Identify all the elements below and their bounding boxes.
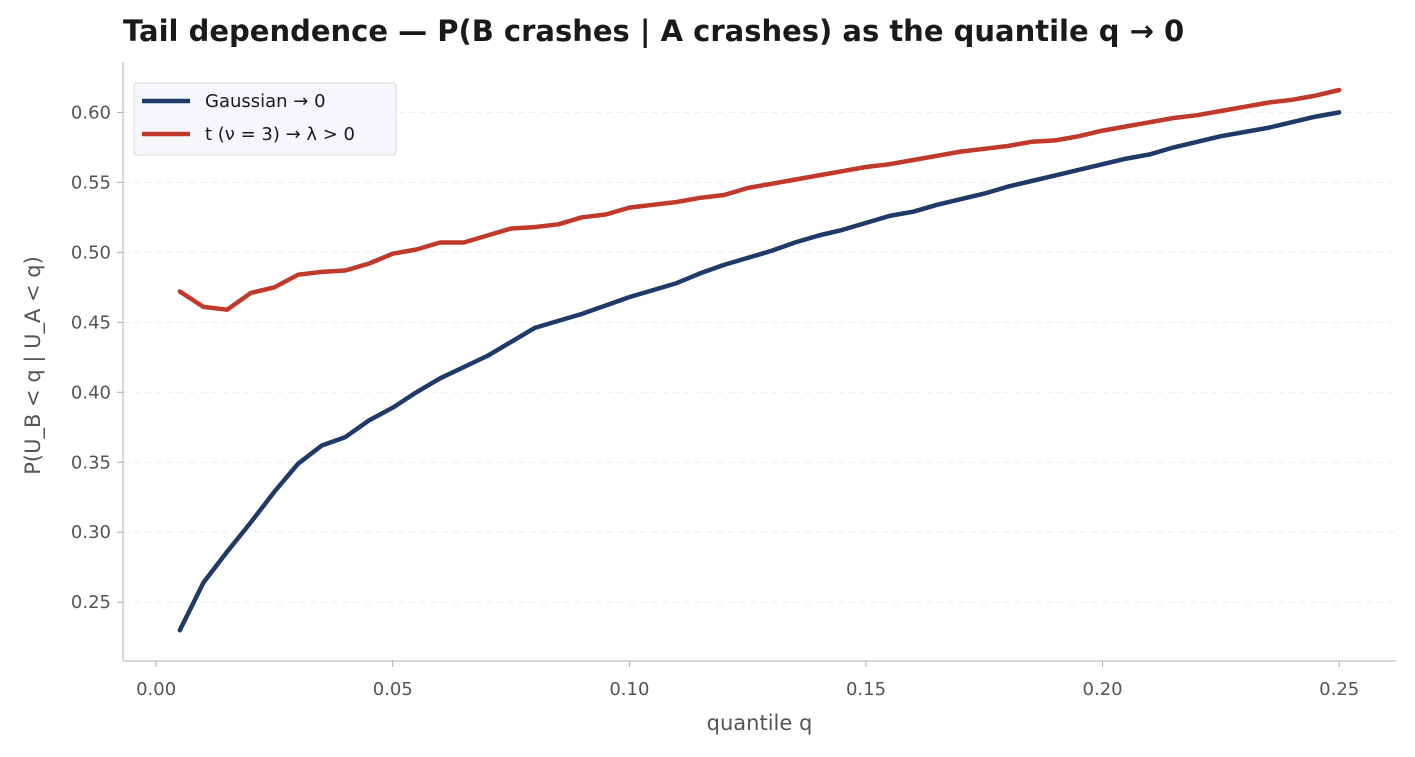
legend-label-0: Gaussian → 0: [205, 91, 326, 112]
x-tick-label: 0.25: [1319, 679, 1359, 700]
y-axis-label: P(U_B < q | U_A < q): [21, 256, 46, 475]
y-tick-label: 0.45: [71, 312, 111, 333]
series-line-1: [177, 87, 1342, 312]
legend: Gaussian → 0 t (ν = 3) → λ > 0: [133, 82, 397, 156]
y-tick-label: 0.55: [71, 172, 111, 193]
x-tick-label: 0.05: [373, 679, 413, 700]
x-tick-label: 0.15: [846, 679, 886, 700]
y-tick-label: 0.50: [71, 242, 111, 263]
series-line-0: [177, 110, 1342, 633]
legend-box: [133, 82, 397, 156]
chart-title: Tail dependence — P(B crashes | A crashe…: [123, 14, 1185, 48]
axes: [122, 62, 1396, 662]
series-lines: [177, 87, 1342, 633]
x-tick-label: 0.10: [609, 679, 649, 700]
x-axis-label: quantile q: [707, 711, 813, 735]
x-tick-label: 0.00: [136, 679, 176, 700]
y-tick-label: 0.25: [71, 592, 111, 613]
grid-lines: [123, 111, 1396, 603]
x-tick-label: 0.20: [1083, 679, 1123, 700]
tick-labels: 0.25 0.30 0.35 0.40 0.45 0.50 0.55 0.60 0.00 0.05…: [71, 102, 1359, 700]
y-tick-label: 0.30: [71, 522, 111, 543]
y-tick-label: 0.35: [71, 452, 111, 473]
y-tick-label: 0.60: [71, 102, 111, 123]
y-tick-label: 0.40: [71, 382, 111, 403]
legend-label-1: t (ν = 3) → λ > 0: [205, 124, 355, 145]
